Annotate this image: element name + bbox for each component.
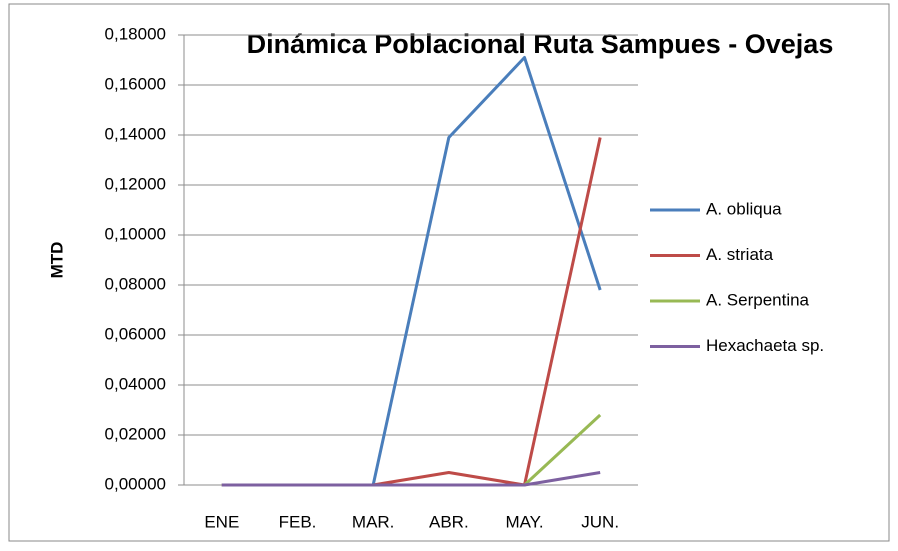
x-tick-label: JUN.: [581, 512, 619, 531]
chart-frame: [8, 3, 890, 542]
y-tick-label: 0,00000: [105, 474, 166, 493]
y-axis-label: MTD: [47, 242, 66, 279]
x-tick-label: FEB.: [279, 512, 317, 531]
y-tick-label: 0,04000: [105, 374, 166, 393]
y-tick-label: 0,02000: [105, 424, 166, 443]
legend-label: A. striata: [706, 245, 774, 264]
legend-label: A. obliqua: [706, 199, 782, 218]
y-tick-label: 0,10000: [105, 224, 166, 243]
y-tick-label: 0,06000: [105, 324, 166, 343]
y-tick-label: 0,16000: [105, 74, 166, 93]
chart-title: Dinámica Poblacional Ruta Sampues - Ovej…: [247, 29, 834, 59]
series-line: [221, 471, 601, 487]
y-tick-label: 0,12000: [105, 174, 166, 193]
x-tick-label: MAR.: [352, 512, 395, 531]
legend-label: Hexachaeta sp.: [706, 336, 824, 355]
x-tick-label: ABR.: [429, 512, 469, 531]
x-tick-label: ENE: [204, 512, 239, 531]
y-tick-label: 0,18000: [105, 24, 166, 43]
y-tick-label: 0,14000: [105, 124, 166, 143]
y-tick-label: 0,08000: [105, 274, 166, 293]
legend-label: A. Serpentina: [706, 290, 810, 309]
x-tick-label: MAY.: [505, 512, 543, 531]
